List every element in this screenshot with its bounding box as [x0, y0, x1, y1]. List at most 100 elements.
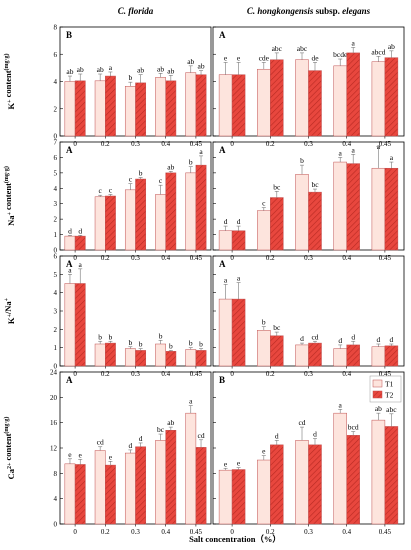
- bar-t1: [185, 72, 197, 137]
- bar-t1: [371, 346, 386, 367]
- significance-label: b: [98, 332, 102, 341]
- bar-t2: [270, 197, 284, 251]
- bar-t2: [105, 342, 116, 367]
- y-axis-label-row-3: K+/Na+: [3, 297, 16, 324]
- significance-label: a: [199, 147, 203, 156]
- significance-label: b: [139, 340, 143, 349]
- bar-t1: [64, 81, 76, 137]
- y-tick-label: 7: [54, 139, 58, 147]
- y-tick-label: 2: [54, 105, 58, 113]
- x-tick-label: 0.3: [131, 140, 140, 148]
- y-tick-label: 6: [54, 253, 58, 261]
- bar-t2: [105, 195, 116, 251]
- significance-label: a: [339, 148, 343, 157]
- significance-label: ab: [388, 42, 395, 51]
- significance-label: c: [98, 186, 102, 195]
- significance-label: b: [199, 340, 203, 349]
- x-tick-label: 0.4: [161, 528, 170, 536]
- significance-label: d: [68, 226, 72, 235]
- significance-label: e: [237, 459, 241, 468]
- significance-label: b: [262, 318, 266, 327]
- bar-t1: [295, 344, 309, 367]
- significance-label: c: [129, 175, 133, 184]
- significance-label: cd: [311, 332, 318, 341]
- bar-t1: [64, 235, 76, 251]
- significance-label: abc: [386, 405, 397, 414]
- bar-t2: [74, 464, 86, 525]
- significance-label: b: [128, 73, 132, 82]
- bar-t1: [155, 194, 166, 251]
- significance-label: bc: [311, 180, 319, 189]
- bar-t2: [346, 52, 360, 137]
- legend-swatch-t1: [372, 379, 383, 388]
- significance-label: de: [311, 53, 319, 62]
- bar-t2: [384, 345, 399, 367]
- significance-label: ab: [97, 65, 104, 74]
- bar-t2: [270, 335, 284, 367]
- x-axis-label: Salt concentration（%）: [189, 534, 281, 544]
- bar-t2: [270, 444, 284, 525]
- significance-label: d: [78, 226, 82, 235]
- x-tick-label: 0: [73, 528, 77, 536]
- significance-label: b: [109, 332, 113, 341]
- y-axis-label-row-1: K+ content(mg·g): [3, 53, 16, 109]
- bar-t1: [124, 86, 136, 137]
- significance-label: ab: [77, 65, 84, 74]
- significance-label: e: [109, 452, 113, 461]
- bar-t2: [165, 172, 177, 251]
- significance-label: ab: [197, 62, 204, 71]
- column-title-1: C. florida: [118, 6, 154, 16]
- x-tick-label: 0.3: [304, 528, 313, 536]
- x-tick-label: 0.2: [266, 528, 275, 536]
- significance-label: ab: [157, 64, 164, 73]
- x-tick-label: 0.45: [190, 528, 203, 536]
- bar-t2: [231, 298, 246, 367]
- significance-label: bc: [273, 323, 281, 332]
- y-tick-label: 24: [50, 369, 58, 377]
- bar-t2: [74, 283, 86, 367]
- significance-label: b: [139, 168, 143, 177]
- significance-label: b: [169, 341, 173, 350]
- bar-t1: [94, 80, 106, 137]
- bar-t2: [74, 80, 86, 137]
- x-tick-label: 0.2: [266, 370, 275, 378]
- significance-label: bc: [273, 182, 281, 191]
- x-tick-label: 0.45: [379, 528, 392, 536]
- y-tick-label: 4: [54, 495, 58, 503]
- significance-label: b: [300, 156, 304, 165]
- x-tick-label: 0: [230, 370, 234, 378]
- bar-t2: [270, 59, 284, 137]
- significance-label: a: [79, 260, 83, 269]
- significance-label: e: [68, 450, 72, 459]
- bar-t1: [64, 283, 76, 367]
- bar-t2: [135, 350, 147, 367]
- x-tick-label: 0.3: [131, 528, 140, 536]
- significance-label: a: [109, 63, 113, 72]
- significance-label: bcde: [333, 50, 348, 59]
- x-tick-label: 0: [73, 370, 77, 378]
- significance-label: ab: [167, 66, 174, 75]
- significance-label: b: [159, 331, 163, 340]
- bar-t1: [371, 61, 386, 137]
- bar-t2: [308, 70, 322, 137]
- x-tick-label: 0.3: [131, 370, 140, 378]
- significance-label: e: [79, 450, 83, 459]
- bar-t2: [346, 163, 360, 251]
- x-tick-label: 0.3: [304, 254, 313, 262]
- significance-label: d: [139, 434, 143, 443]
- bar-t1: [218, 469, 233, 525]
- bar-t2: [346, 435, 360, 525]
- y-tick-label: 6: [54, 51, 58, 59]
- bar-t2: [135, 178, 147, 251]
- y-tick-label: 8: [54, 470, 58, 478]
- bar-t2: [165, 351, 177, 367]
- significance-label: d: [237, 217, 241, 226]
- bar-t1: [257, 210, 271, 251]
- x-tick-label: 0.2: [101, 528, 110, 536]
- x-tick-label: 0.2: [101, 370, 110, 378]
